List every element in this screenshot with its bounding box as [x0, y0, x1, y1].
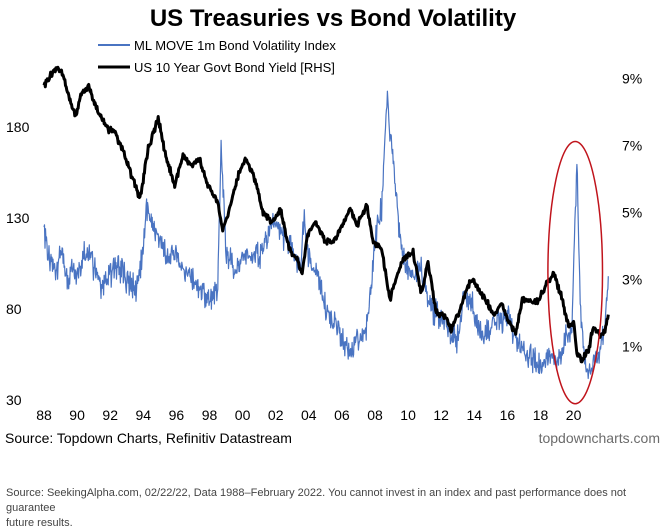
x-tick-label: 02 — [268, 407, 284, 423]
x-tick-label: 20 — [566, 407, 582, 423]
highlight-ellipse — [547, 140, 604, 405]
y-right-tick-label: 1% — [622, 338, 642, 354]
legend-label-yield: US 10 Year Govt Bond Yield [RHS] — [134, 60, 335, 75]
x-tick-label: 94 — [136, 407, 152, 423]
legend-label-move: ML MOVE 1m Bond Volatility Index — [134, 38, 336, 53]
y-axis-left: 30 80 130 180 — [6, 119, 30, 408]
y-left-tick-label: 130 — [6, 210, 30, 226]
source-label: Source: Topdown Charts, Refinitiv Datast… — [5, 430, 292, 446]
x-tick-label: 08 — [367, 407, 383, 423]
move-index-line — [43, 90, 609, 380]
x-tick-label: 92 — [102, 407, 118, 423]
chart-title: US Treasuries vs Bond Volatility — [150, 5, 517, 32]
x-tick-label: 88 — [36, 407, 52, 423]
x-tick-label: 10 — [400, 407, 416, 423]
x-tick-label: 98 — [202, 407, 218, 423]
legend: ML MOVE 1m Bond Volatility Index US 10 Y… — [98, 38, 336, 75]
x-tick-label: 16 — [500, 407, 516, 423]
x-tick-label: 12 — [433, 407, 449, 423]
chart: US Treasuries vs Bond Volatility ML MOVE… — [5, 5, 660, 446]
treasury-yield-line — [42, 65, 610, 364]
x-tick-label: 18 — [533, 407, 549, 423]
y-right-tick-label: 5% — [622, 204, 642, 220]
footer-line-2: future results. — [6, 517, 73, 529]
x-axis: 88 90 92 94 96 98 00 02 04 06 08 10 12 14 16 18 20 — [36, 407, 581, 423]
y-right-tick-label: 3% — [622, 271, 642, 287]
x-tick-label: 14 — [467, 407, 483, 423]
y-right-tick-label: 9% — [622, 70, 642, 86]
y-left-tick-label: 80 — [6, 301, 22, 317]
y-right-tick-label: 7% — [622, 137, 642, 153]
x-tick-label: 96 — [169, 407, 185, 423]
y-left-tick-label: 180 — [6, 119, 30, 135]
brand-label: topdowncharts.com — [539, 430, 660, 446]
x-tick-label: 04 — [301, 407, 317, 423]
x-tick-label: 90 — [69, 407, 85, 423]
y-axis-right: 1% 3% 5% 7% 9% — [622, 70, 642, 354]
x-tick-label: 00 — [235, 407, 251, 423]
y-left-tick-label: 30 — [6, 392, 22, 408]
x-tick-label: 06 — [334, 407, 350, 423]
footer-line-1: Source: SeekingAlpha.com, 02/22/22, Data… — [6, 487, 627, 514]
footer-disclaimer: Source: SeekingAlpha.com, 02/22/22, Data… — [6, 486, 661, 531]
